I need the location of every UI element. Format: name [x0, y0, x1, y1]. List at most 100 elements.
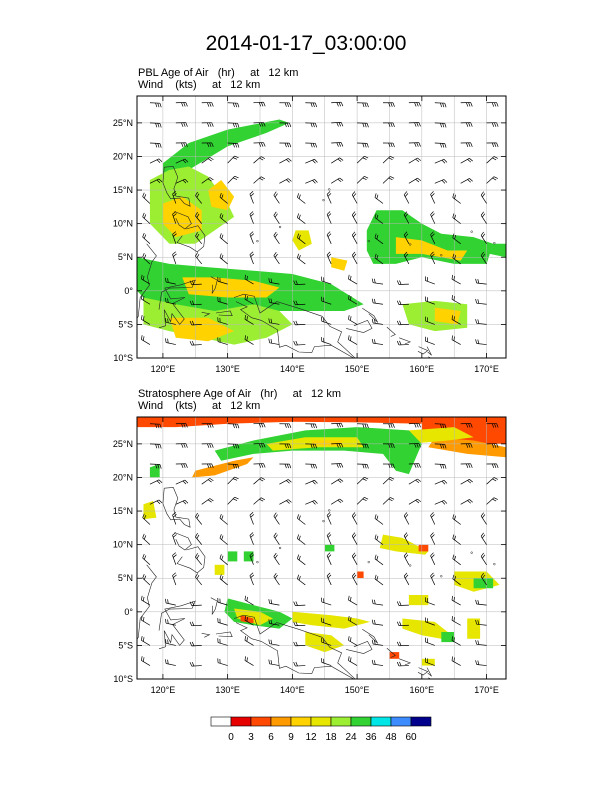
wind-barb: [396, 601, 409, 606]
age-region-16: [214, 564, 225, 575]
coastline-12: [386, 647, 396, 658]
wind-barb: [425, 316, 435, 325]
wind-barb: [351, 251, 358, 265]
y-tick-label: 25°N: [113, 439, 133, 449]
wind-barb: [217, 337, 228, 345]
wind-barb: [434, 122, 447, 128]
y-tick-label: 25°N: [113, 118, 133, 128]
colorbar-label: 24: [345, 732, 357, 743]
wind-barb: [374, 534, 384, 545]
wind-barb: [305, 423, 318, 429]
x-tick-label: 130°E: [215, 685, 240, 695]
wind-barb: [425, 336, 435, 345]
wind-barb: [356, 476, 369, 485]
wind-barb: [149, 479, 163, 485]
wind-barb: [321, 637, 332, 646]
wind-barb: [189, 661, 202, 667]
wind-barb: [253, 101, 266, 107]
wind-barb: [403, 552, 410, 565]
wind-barb: [244, 274, 254, 285]
age-region-11: [292, 230, 312, 251]
wind-barb: [172, 211, 177, 224]
wind-barb: [371, 659, 384, 666]
wind-barb: [430, 572, 436, 586]
wind-barb: [434, 158, 448, 164]
coastline-1: [162, 487, 191, 528]
wind-barb: [356, 497, 369, 505]
x-tick-label: 140°E: [280, 685, 305, 695]
wind-barb: [219, 574, 228, 586]
colorbar-label: 48: [385, 732, 397, 743]
wind-barb: [195, 212, 203, 224]
wind-barb: [357, 122, 369, 128]
wind-barb: [149, 423, 162, 429]
wind-barb: [321, 658, 332, 666]
age-region-4: [408, 427, 474, 444]
wind-barb: [201, 463, 214, 469]
wind-barb: [189, 300, 202, 306]
wind-barb: [425, 617, 435, 626]
wind-barb: [253, 122, 266, 127]
wind-barb: [268, 318, 280, 325]
wind-barb: [425, 296, 435, 305]
wind-barb: [486, 156, 498, 164]
wind-barb: [382, 497, 395, 505]
wind-barb: [351, 552, 358, 565]
wind-barb: [249, 512, 255, 525]
coastline-4: [137, 243, 157, 319]
wind-barb: [452, 514, 461, 525]
wind-barb: [331, 177, 344, 184]
wind-barb: [331, 498, 344, 505]
wind-barb: [480, 231, 487, 244]
y-tick-label: 5°N: [118, 573, 133, 583]
wind-barb: [480, 191, 487, 204]
y-tick-label: 5°S: [118, 319, 133, 329]
wind-barb: [351, 211, 358, 224]
coastline-5: [158, 600, 196, 650]
wind-barb: [219, 192, 228, 204]
wind-barb: [279, 122, 292, 128]
panel-2-label: Stratosphere Age of Air (hr) at 12 km Wi…: [138, 388, 341, 412]
wind-barb: [374, 213, 384, 224]
wind-barb: [175, 122, 188, 127]
wind-barb: [273, 191, 280, 204]
wind-barb: [142, 553, 151, 566]
wind-barb: [141, 595, 151, 606]
panel-1-subtitle: Wind (kts) at 12 km: [138, 79, 261, 91]
figure-title: 2014-01-17_03:00:00: [205, 32, 407, 55]
wind-barb: [408, 101, 421, 107]
wind-barb: [142, 192, 151, 204]
wind-barb: [351, 191, 358, 204]
wind-barb: [460, 423, 473, 428]
wind-barb: [486, 463, 499, 469]
coastline-7: [201, 633, 211, 638]
age-region-6: [143, 297, 293, 345]
wind-barb: [305, 102, 318, 108]
wind-barb: [227, 142, 240, 148]
coastline-7: [201, 312, 211, 317]
wind-barb: [371, 619, 384, 626]
coastline-1: [162, 166, 191, 207]
wind-barb: [293, 621, 306, 627]
wind-barb: [165, 338, 176, 345]
wind-barb: [141, 274, 151, 285]
wind-barb: [331, 422, 344, 428]
panel-2-subtitle: Wind (kts) at 12 km: [138, 400, 261, 412]
wind-barb: [297, 534, 306, 545]
age-region-10: [395, 237, 468, 261]
wind-barb: [382, 423, 395, 428]
wind-barb: [452, 253, 461, 265]
wind-barb: [408, 177, 422, 184]
wind-barb: [374, 554, 384, 566]
wind-barb: [430, 211, 436, 224]
wind-barb: [142, 513, 151, 525]
wind-barb: [460, 122, 473, 127]
wind-barb: [273, 512, 280, 525]
x-tick-label: 170°E: [474, 685, 499, 695]
wind-barb: [434, 463, 447, 469]
wind-barb: [175, 102, 188, 107]
wind-barb: [172, 552, 177, 565]
wind-barb: [297, 253, 306, 265]
coastline-16: [428, 677, 432, 679]
wind-barb: [149, 443, 162, 449]
